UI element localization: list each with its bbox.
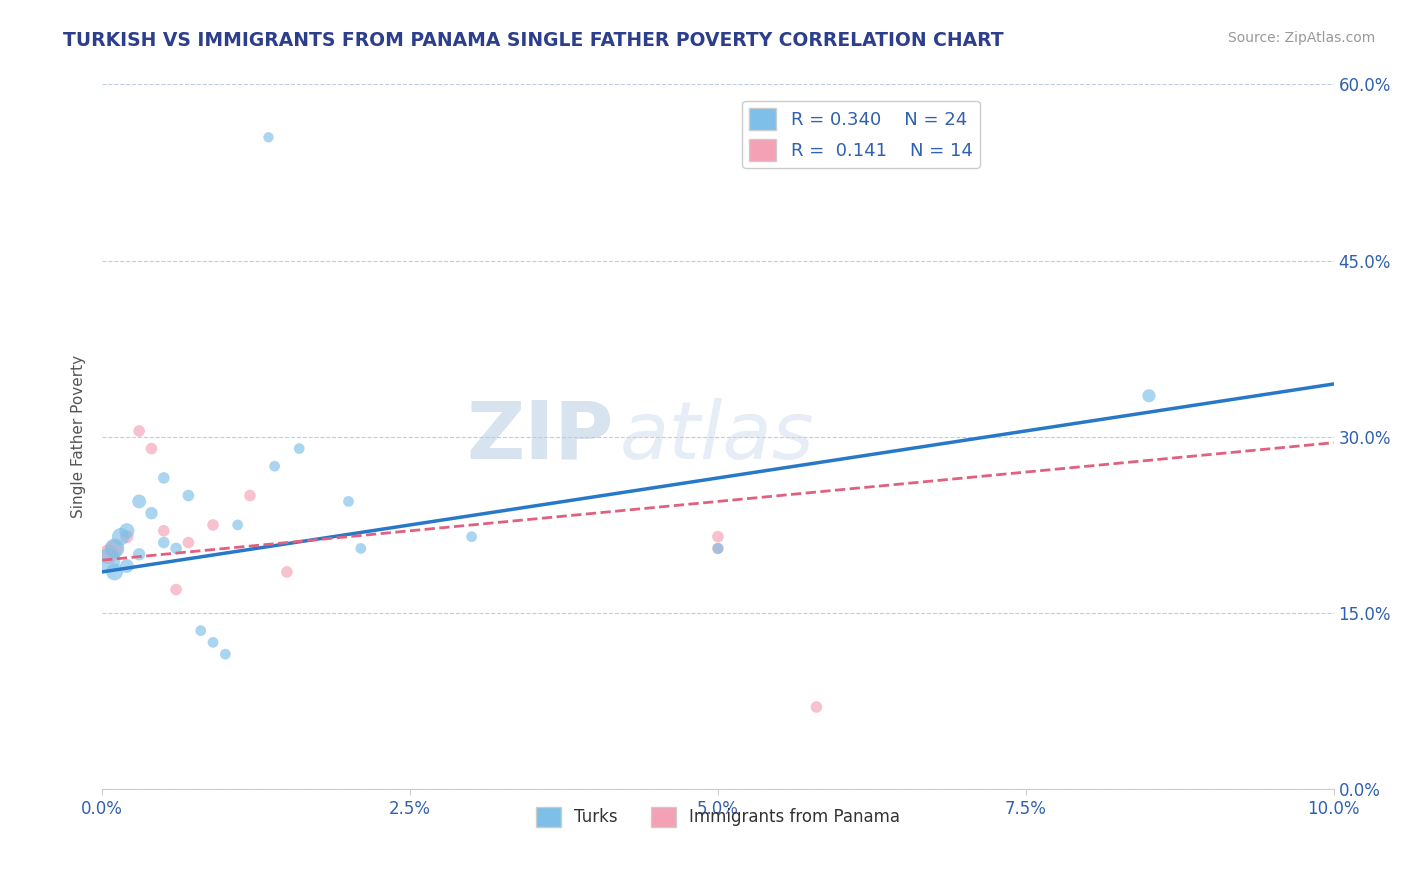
Point bbox=[141, 442, 163, 456]
Point bbox=[103, 565, 125, 579]
Point bbox=[165, 582, 187, 597]
Point bbox=[263, 459, 285, 474]
Point bbox=[350, 541, 373, 556]
Legend: Turks, Immigrants from Panama: Turks, Immigrants from Panama bbox=[529, 800, 907, 834]
Point bbox=[707, 541, 730, 556]
Text: TURKISH VS IMMIGRANTS FROM PANAMA SINGLE FATHER POVERTY CORRELATION CHART: TURKISH VS IMMIGRANTS FROM PANAMA SINGLE… bbox=[63, 31, 1004, 50]
Point bbox=[288, 442, 311, 456]
Point bbox=[115, 524, 138, 538]
Point bbox=[115, 530, 138, 544]
Point bbox=[110, 530, 132, 544]
Point bbox=[115, 559, 138, 574]
Point bbox=[152, 535, 174, 549]
Text: Source: ZipAtlas.com: Source: ZipAtlas.com bbox=[1227, 31, 1375, 45]
Point bbox=[141, 506, 163, 520]
Point bbox=[460, 530, 482, 544]
Point bbox=[152, 471, 174, 485]
Point bbox=[177, 489, 200, 503]
Point bbox=[128, 494, 150, 508]
Point bbox=[128, 547, 150, 561]
Point bbox=[276, 565, 298, 579]
Point bbox=[177, 535, 200, 549]
Point bbox=[152, 524, 174, 538]
Point bbox=[97, 547, 120, 561]
Point bbox=[103, 541, 125, 556]
Text: ZIP: ZIP bbox=[465, 398, 613, 475]
Point bbox=[190, 624, 212, 638]
Point bbox=[214, 647, 236, 661]
Point bbox=[707, 541, 730, 556]
Point bbox=[128, 424, 150, 438]
Text: atlas: atlas bbox=[620, 398, 814, 475]
Point bbox=[202, 635, 225, 649]
Point bbox=[97, 553, 120, 567]
Point bbox=[337, 494, 360, 508]
Y-axis label: Single Father Poverty: Single Father Poverty bbox=[72, 355, 86, 518]
Point bbox=[707, 530, 730, 544]
Point bbox=[103, 541, 125, 556]
Point bbox=[226, 517, 249, 532]
Point bbox=[806, 700, 828, 714]
Point bbox=[165, 541, 187, 556]
Point bbox=[1137, 389, 1160, 403]
Point bbox=[239, 489, 262, 503]
Point bbox=[257, 130, 280, 145]
Point bbox=[202, 517, 225, 532]
